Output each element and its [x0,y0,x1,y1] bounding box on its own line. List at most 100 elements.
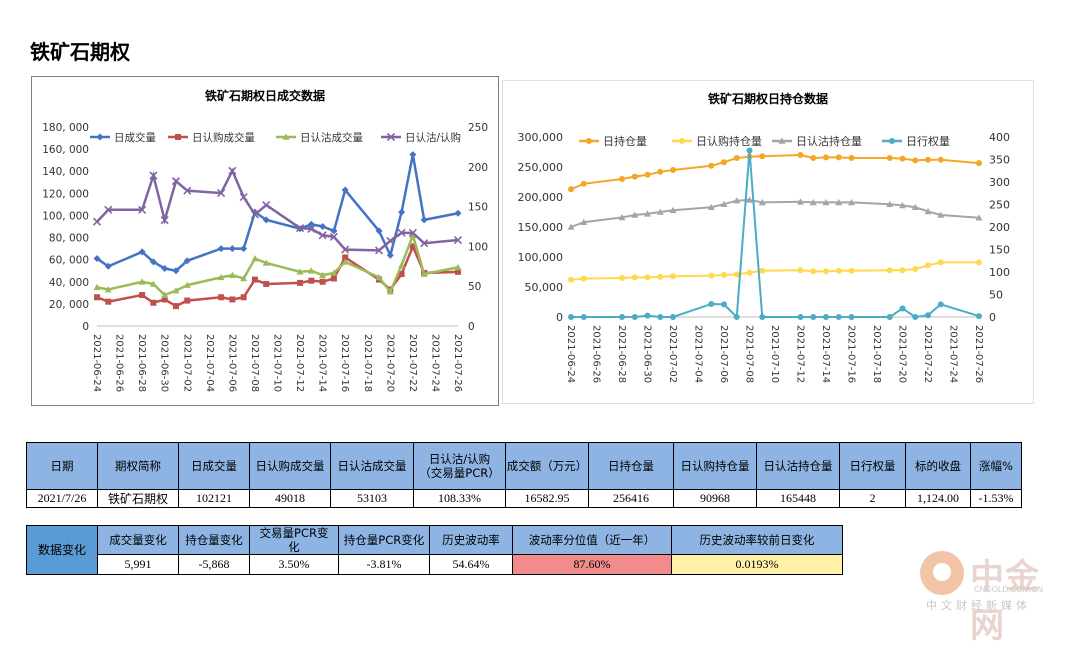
header-cell: 持仓量PCR变化 [338,525,430,555]
data-point [295,224,305,233]
data-point [172,267,180,275]
data-point [899,267,906,274]
data-point [759,153,766,160]
y-left-tick-label: 50,000 [525,281,564,294]
data-point-stroke [329,232,338,241]
y-right-tick-label: 200 [468,162,488,174]
data-point [138,205,147,214]
y-left-tick-label: 80, 000 [49,233,89,245]
summary-table: 日期 期权简称 日成交量 日认购成交量 日认沽成交量 日认沽/认购（交易量PCR… [26,442,1022,508]
data-point [912,157,919,164]
y-right-tick-label: 0 [989,311,996,324]
data-point [161,291,169,298]
header-cell: 波动率分位值（近一年） [512,525,672,555]
y-left-tick-label: 150,000 [518,221,564,234]
data-point [104,286,112,293]
legend-label: 日认沽持仓量 [796,134,862,148]
data-point [679,138,685,144]
data-point-stroke [171,177,181,186]
data-point [96,133,104,141]
header-cell: 日行权量 [839,442,906,490]
y-left-tick-label: 180, 000 [42,122,89,134]
legend-item: 日持仓量 [579,134,647,148]
legend-label: 日认沽成交量 [300,131,363,144]
data-point [580,275,587,282]
data-point [631,173,638,180]
x-tick-label: 2021-07-04 [693,325,704,383]
data-point [454,263,462,271]
data-point [104,262,112,270]
data-point [262,216,270,224]
data-point [937,259,944,266]
data-point [341,245,350,254]
x-tick-label: 2021-07-24 [948,325,959,383]
x-tick-label: 2021-07-24 [429,334,440,392]
data-point [835,314,842,320]
data-point [797,267,804,274]
legend-item: 日行权量 [882,135,950,148]
data-point [161,265,169,273]
data-point [409,243,416,250]
data-point [746,269,753,276]
data-point [644,274,651,281]
data-point [296,268,304,275]
chart-daily-volume: 铁矿石期权日成交数据 0 20, 000 40, 000 60, 000 80, 000 1… [31,76,499,406]
value-cell: 102121 [178,489,250,508]
data-point [409,231,417,239]
data-point [925,262,931,269]
data-point [797,152,804,158]
data-point [568,276,574,283]
value-cell: 1,124.00 [905,489,971,508]
data-point-stroke [453,235,463,245]
series-left [568,259,982,283]
data-point [848,198,855,206]
data-point [568,186,574,193]
data-point [759,267,766,274]
x-tick-label: 2021-07-20 [384,334,395,392]
data-point [397,228,406,237]
data-point [975,214,983,221]
data-point [375,227,383,235]
x-tick-label: 2021-06-24 [565,325,576,383]
header-cell: 成交额（万元） [505,442,589,490]
data-point [746,196,753,203]
data-point [670,273,676,280]
data-point [398,208,406,216]
value-cell: 铁矿石期权 [97,489,179,508]
data-point [721,159,727,166]
data-point [386,288,394,295]
data-point [937,301,944,308]
data-point [93,283,101,291]
x-tick-label: 2021-07-26 [973,325,984,383]
x-tick-label: 2021-06-28 [136,334,147,392]
legend-item: 日成交量 [90,131,156,144]
data-point [217,189,226,198]
y-right-tick-label: 100 [989,266,1010,279]
header-cell: 日认沽持仓量 [756,442,840,490]
data-point [580,314,587,320]
data-point [319,223,327,230]
legend-item: 日认沽/认购 [381,131,461,144]
y-right-tick-label: 350 [989,154,1010,167]
data-point [657,168,664,175]
data-point [228,245,236,253]
data-point [708,300,715,307]
series-right [568,147,982,320]
data-point [912,314,919,320]
data-point [386,251,394,259]
y-right-tick-label: 150 [468,202,488,214]
y-left-tick-label: 160, 000 [42,144,89,156]
header-cell: 日持仓量 [588,442,674,490]
data-point [720,200,728,207]
legend-item: 日认沽成交量 [276,131,363,144]
data-point-stroke [386,132,396,142]
data-point [341,186,349,194]
data-point-stroke [420,239,429,248]
data-point [94,294,100,301]
data-point [308,277,315,284]
header-cell: 日认沽/认购（交易量PCR） [413,442,506,490]
data-point [644,210,651,217]
data-point [138,278,146,285]
data-point [251,255,259,262]
data-point [228,166,237,175]
